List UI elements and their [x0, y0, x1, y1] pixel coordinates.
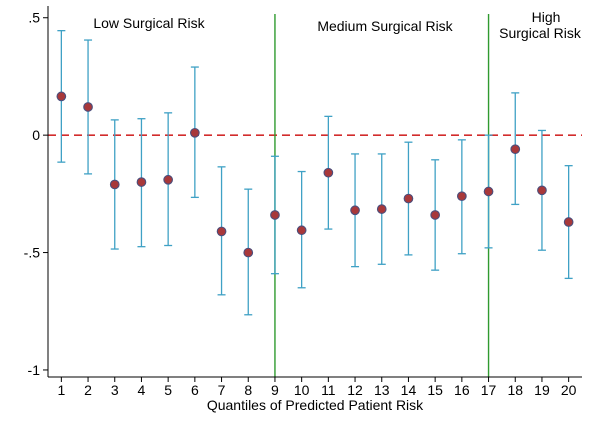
x-tick-label-7: 7	[218, 382, 226, 398]
x-tick-label-16: 16	[454, 382, 470, 398]
x-tick-label-11: 11	[321, 382, 336, 398]
data-point-8	[243, 247, 254, 258]
x-tick-label-15: 15	[427, 382, 443, 398]
x-tick-label-6: 6	[191, 382, 199, 398]
y-tick-label-1: .5	[28, 10, 40, 26]
plot-region	[48, 14, 582, 377]
x-tick-label-20: 20	[561, 382, 577, 398]
region-label-medium: Medium Surgical Risk	[317, 18, 453, 34]
x-tick-label-1: 1	[57, 382, 65, 398]
data-point-10	[296, 225, 307, 236]
data-point-17	[483, 186, 494, 197]
x-tick-label-12: 12	[347, 382, 363, 398]
data-point-20	[563, 217, 574, 227]
y-tick-label-3: -.5	[24, 245, 41, 261]
x-tick-label-2: 2	[84, 382, 92, 398]
region-label-high-line1: High	[532, 9, 561, 25]
data-point-3	[109, 179, 120, 190]
x-tick-label-3: 3	[111, 382, 119, 398]
y-tick-label-2: 0	[32, 127, 40, 143]
data-point-7	[216, 226, 227, 237]
data-point-16	[457, 191, 467, 202]
data-point-2	[83, 102, 93, 112]
x-tick-label-17: 17	[481, 382, 497, 398]
data-point-1	[56, 91, 67, 102]
data-point-6	[190, 127, 200, 138]
data-point-19	[537, 185, 547, 196]
data-point-15	[430, 210, 441, 220]
x-tick-label-10: 10	[294, 382, 310, 398]
data-point-11	[323, 167, 334, 178]
y-tick-label-4: -1	[28, 362, 41, 378]
x-axis-title: Quantiles of Predicted Patient Risk	[207, 397, 424, 413]
region-label-high-line2: Surgical Risk	[499, 25, 582, 41]
data-point-18	[510, 144, 521, 155]
region-labels: Low Surgical Risk Medium Surgical Risk H…	[93, 9, 581, 41]
x-tick-label-14: 14	[401, 382, 417, 398]
error-bars-layer	[57, 30, 573, 316]
x-tick-label-8: 8	[244, 382, 252, 398]
data-point-9	[270, 210, 280, 220]
data-point-4	[136, 177, 147, 187]
points-layer	[56, 91, 574, 258]
x-tick-label-19: 19	[534, 382, 550, 398]
data-point-14	[403, 193, 414, 204]
region-label-low: Low Surgical Risk	[93, 15, 205, 31]
x-tick-label-9: 9	[271, 382, 279, 398]
data-point-13	[376, 204, 387, 214]
x-tick-label-5: 5	[164, 382, 172, 398]
x-tick-label-13: 13	[374, 382, 390, 398]
axes: .50-.5-11 2 3 4 5 6 7 8 9 10 11 12 13 14 15 16 17 18 19 20	[24, 6, 582, 398]
data-point-12	[350, 205, 360, 216]
x-tick-label-18: 18	[507, 382, 523, 398]
x-tick-label-4: 4	[138, 382, 146, 398]
data-point-5	[163, 174, 173, 185]
